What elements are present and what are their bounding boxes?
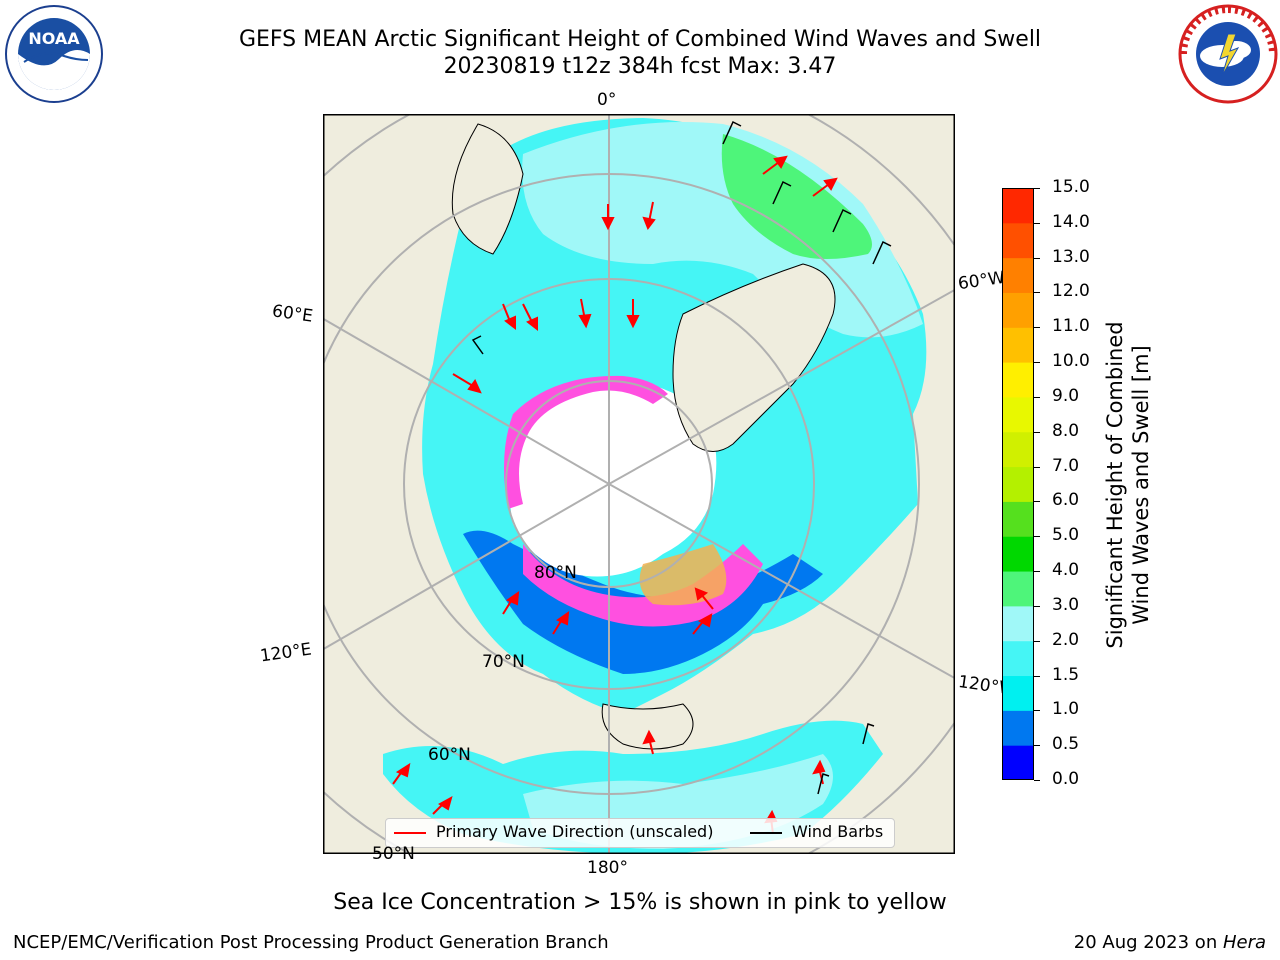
svg-text:NOAA: NOAA [28,29,80,48]
colorbar-bin [1002,327,1034,363]
nws-logo [1178,4,1278,104]
lat-label-80: 80°N [534,563,577,583]
colorbar-tick-label: 7.0 [1052,455,1080,476]
colorbar-bin [1002,431,1034,468]
colorbar-bin [1002,396,1034,433]
colorbar-bin [1002,571,1034,607]
chart-title: GEFS MEAN Arctic Significant Height of C… [238,27,1042,52]
colorbar-tick-label: 6.0 [1052,490,1080,511]
colorbar-bin [1002,466,1034,502]
colorbar-tick-label: 9.0 [1052,385,1080,406]
colorbar-bin [1002,605,1034,642]
sea-ice-rim-2 [523,544,763,627]
colorbar-tick-mark [1034,780,1040,781]
colorbar-tick-label: 3.0 [1052,594,1080,615]
colorbar-tick-mark [1034,292,1040,294]
sea-ice-rim [504,375,668,509]
colorbar-label-line2: Wind Waves and Swell [m] [1129,345,1153,625]
colorbar-tick-mark [1034,257,1040,259]
greenland-landmass [672,263,836,452]
colorbar-tick-label: 0.0 [1052,769,1080,789]
footer-host: Hera [1222,932,1266,953]
sea-ice-yellow [639,544,727,606]
colorbar-label-line1: Significant Height of Combined [1103,321,1127,649]
colorbar-bin [1002,640,1034,677]
wind-barbs [471,120,892,795]
polar-core [509,381,717,577]
legend-wave-swatch [394,832,426,834]
arctic-map: Primary Wave Direction (unscaled) Wind B… [322,113,956,855]
lon-label-180: 180° [587,858,628,878]
colorbar-tick-mark [1034,745,1040,747]
legend-barb-swatch [750,832,782,834]
colorbar-tick-mark [1034,501,1040,503]
colorbar-tick-mark [1034,396,1040,398]
colorbar [1002,188,1034,781]
colorbar-tick-mark [1034,640,1040,642]
colorbar-tick-label: 5.0 [1052,525,1080,546]
lat-label-60: 60°N [428,745,471,765]
colorbar-tick-mark [1034,536,1040,538]
bering-landmass [601,703,694,750]
colorbar-tick-mark [1034,362,1040,364]
colorbar-tick-mark [1034,466,1040,468]
colorbar-tick-mark [1034,605,1040,607]
colorbar-tick-mark [1034,188,1040,189]
legend-barb-label: Wind Barbs [792,822,884,841]
lon-label-60e: 60°E [270,301,315,327]
colorbar-bin [1002,501,1034,537]
colorbar-bin [1002,292,1034,328]
colorbar-tick-mark [1034,675,1040,677]
colorbar-tick-label: 10.0 [1052,351,1090,372]
noaa-logo: NOAA [4,4,104,104]
colorbar-bin [1002,362,1034,398]
colorbar-tick-label: 12.0 [1052,281,1090,302]
colorbar-bin [1002,222,1034,259]
colorbar-border [1002,188,1034,780]
colorbar-tick-mark [1034,431,1040,433]
colorbar-bin [1002,536,1034,572]
colorbar-tick-label: 1.5 [1052,664,1080,685]
chart-subtitle: 20230819 t12z 384h fcst Max: 3.47 [443,54,837,79]
colorbar-tick-mark [1034,571,1040,573]
colorbar-tick-label: 13.0 [1052,246,1090,267]
wave-arrows [392,155,838,835]
footer-right: 20 Aug 2023 on Hera [1074,932,1266,953]
colorbar-tick-mark [1034,327,1040,329]
map-legend: Primary Wave Direction (unscaled) Wind B… [385,818,895,848]
lat-label-70: 70°N [482,652,525,672]
footer-left: NCEP/EMC/Verification Post Processing Pr… [13,932,609,953]
colorbar-tick-label: 11.0 [1052,316,1090,337]
colorbar-tick-label: 14.0 [1052,211,1090,232]
colorbar-bin [1002,257,1034,293]
colorbar-tick-label: 8.0 [1052,420,1080,441]
colorbar-tick-label: 2.0 [1052,629,1080,650]
lon-label-0: 0° [597,90,617,110]
colorbar-bin [1002,745,1034,781]
lon-label-120e: 120°E [258,639,313,667]
colorbar-tick-label: 1.0 [1052,699,1080,720]
footer-date: 20 Aug 2023 on [1073,932,1223,953]
lat-label-50: 50°N [372,844,415,864]
sea-ice-caption: Sea Ice Concentration > 15% is shown in … [333,890,947,915]
colorbar-bin [1002,675,1034,711]
colorbar-tick-label: 15.0 [1052,177,1090,197]
europe-landmass [451,123,524,255]
colorbar-tick-label: 0.5 [1052,734,1080,755]
colorbar-bin [1002,188,1034,224]
colorbar-label: Significant Height of Combined Wind Wave… [1102,321,1154,648]
colorbar-tick-label: 4.0 [1052,560,1080,581]
legend-wave-label: Primary Wave Direction (unscaled) [436,822,714,841]
colorbar-tick-mark [1034,222,1040,224]
colorbar-bin [1002,710,1034,746]
colorbar-tick-mark [1034,710,1040,712]
lon-label-60w: 60°W [956,267,1007,295]
